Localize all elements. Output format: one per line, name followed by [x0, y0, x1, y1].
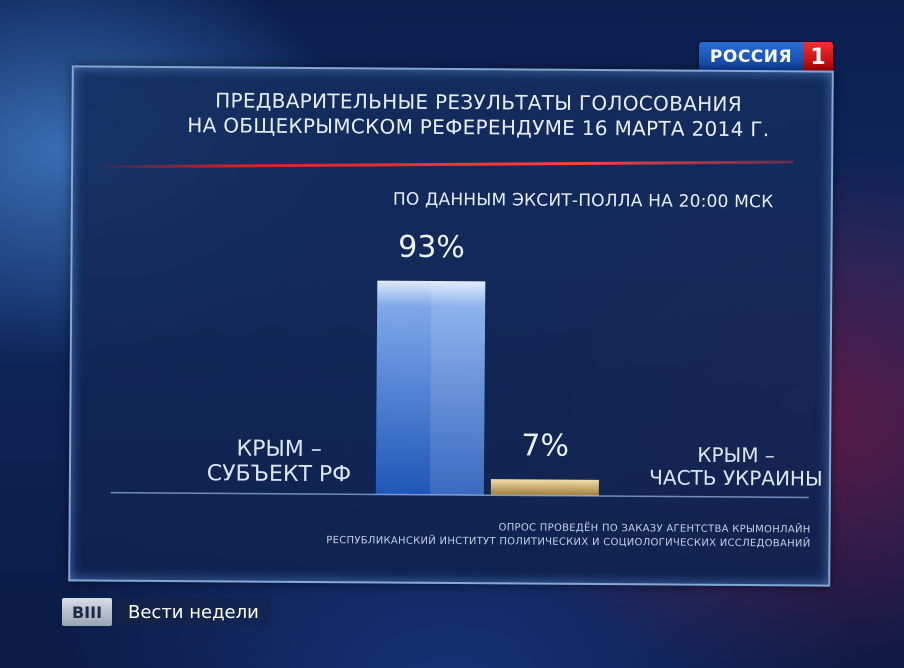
baseline [110, 491, 809, 499]
bar-1 [375, 280, 486, 496]
channel-number: 1 [803, 42, 833, 72]
program-badge: ВIII [62, 598, 112, 626]
bar-value-label: 93% [398, 230, 465, 265]
channel-logo: РОССИЯ 1 [699, 42, 833, 72]
bar-highlight [429, 280, 486, 496]
program-ticker: ВIII Вести недели [62, 597, 271, 627]
category-label-right: КРЫМ – ЧАСТЬ УКРАИНЫ [641, 442, 831, 491]
program-name: Вести недели [116, 598, 271, 626]
chart-panel: ПРЕДВАРИТЕЛЬНЫЕ РЕЗУЛЬТАТЫ ГОЛОСОВАНИЯ Н… [68, 65, 834, 587]
category-label-line: СУБЪЕКТ РФ [206, 461, 352, 488]
category-label-line: КРЫМ – [697, 442, 775, 468]
channel-name: РОССИЯ [699, 42, 803, 72]
bar-value-label: 7% [521, 428, 569, 463]
bar-2 [490, 479, 599, 497]
category-label-line: КРЫМ – [236, 436, 322, 463]
category-label-line: ЧАСТЬ УКРАИНЫ [649, 465, 823, 491]
category-label-left: КРЫМ – СУБЪЕКТ РФ [189, 436, 369, 488]
bar-chart: 93% 7% [110, 230, 809, 499]
